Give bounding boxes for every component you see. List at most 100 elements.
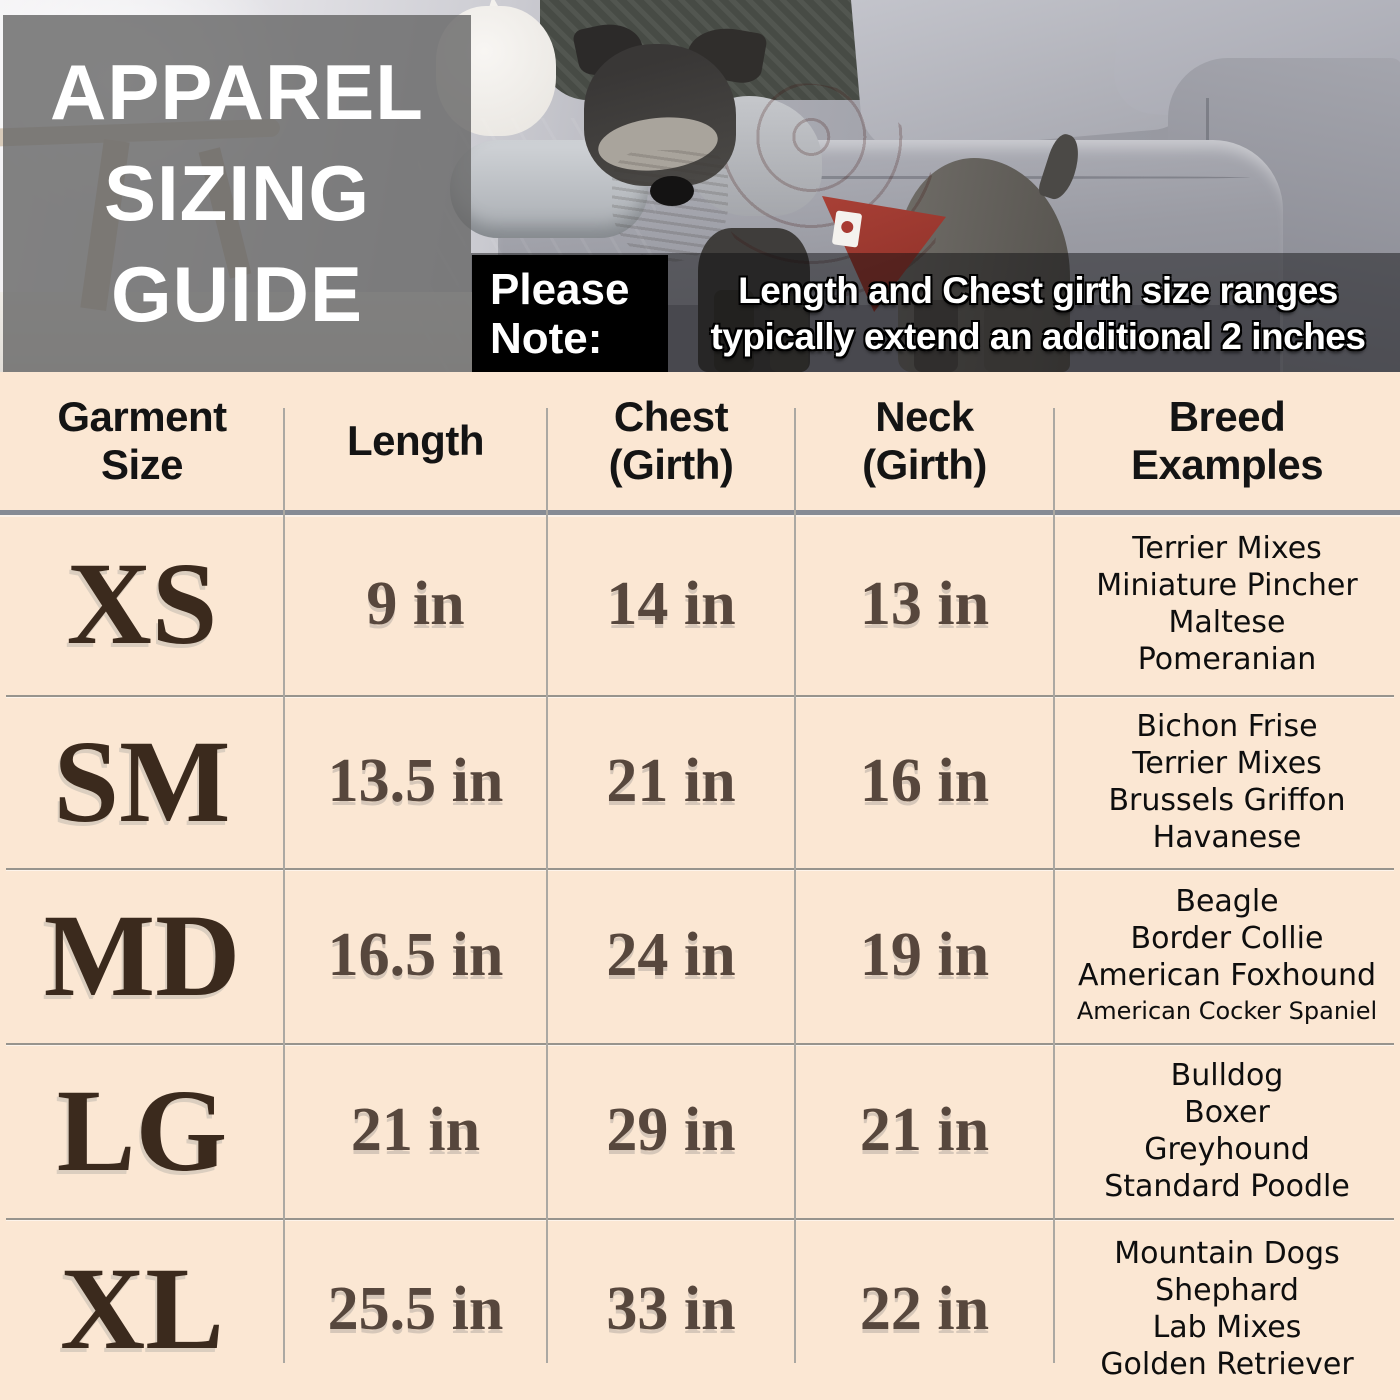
column-divider-line bbox=[283, 408, 285, 1363]
header-text: Size bbox=[100, 441, 184, 488]
schnauzer-leg-illustration bbox=[770, 296, 808, 372]
row-divider-line bbox=[6, 695, 1394, 697]
header-length: Length bbox=[284, 372, 547, 510]
length-value: 21 in bbox=[350, 1096, 481, 1164]
neck-cell: 19 in bbox=[795, 868, 1054, 1043]
chest-cell: 14 in bbox=[547, 513, 795, 695]
vest-tag-illustration bbox=[831, 210, 863, 248]
length-cell: 13.5 in bbox=[284, 695, 547, 868]
breed-example: Miniature Pincher bbox=[1096, 568, 1358, 603]
column-divider-line bbox=[1053, 408, 1055, 1363]
breed-example: Terrier Mixes bbox=[1132, 531, 1322, 566]
breed-examples-cell: Bulldog Boxer Greyhound Standard Poodle bbox=[1054, 1043, 1400, 1218]
table-row-xl: XL 25.5 in 33 in 22 in Mountain Dogs She… bbox=[0, 1218, 1400, 1400]
note-text-line: Length and Chest girth size ranges bbox=[738, 269, 1338, 311]
page-title-line: APPAREL bbox=[50, 48, 424, 136]
row-divider-line bbox=[6, 1043, 1394, 1045]
header-text: (Girth) bbox=[862, 441, 987, 488]
breed-example: Shephard bbox=[1155, 1273, 1299, 1308]
breed-example: American Foxhound bbox=[1077, 958, 1377, 993]
chest-value: 29 in bbox=[606, 1096, 736, 1164]
breed-examples-cell: Terrier Mixes Miniature Pincher Maltese … bbox=[1054, 513, 1400, 695]
size-label: SM bbox=[53, 715, 231, 847]
neck-cell: 13 in bbox=[795, 513, 1054, 695]
neck-cell: 21 in bbox=[795, 1043, 1054, 1218]
neck-value: 21 in bbox=[859, 1096, 990, 1164]
size-cell: XL bbox=[0, 1218, 284, 1400]
please-note-label: Please Note: bbox=[472, 255, 668, 372]
length-value: 9 in bbox=[366, 569, 465, 638]
sizing-table: Garment Size Length Chest (Girth) Neck (… bbox=[0, 372, 1400, 1400]
length-value: 16.5 in bbox=[327, 921, 504, 989]
size-cell: LG bbox=[0, 1043, 284, 1218]
size-label: XL bbox=[60, 1243, 224, 1374]
schnauzer-leg-illustration bbox=[714, 290, 754, 372]
neck-cell: 22 in bbox=[795, 1218, 1054, 1400]
chest-value: 33 in bbox=[606, 1274, 736, 1343]
header-text: Breed bbox=[1168, 393, 1286, 440]
table-row-md: MD 16.5 in 24 in 19 in Beagle Border Col… bbox=[0, 868, 1400, 1043]
breed-example: Terrier Mixes bbox=[1132, 745, 1322, 781]
schnauzer-leg-illustration bbox=[984, 306, 1030, 372]
breed-example: Golden Retriever bbox=[1100, 1347, 1354, 1382]
chest-value: 14 in bbox=[606, 569, 736, 638]
breed-example: Greyhound bbox=[1144, 1131, 1310, 1167]
header-breed-examples: Breed Examples bbox=[1054, 372, 1400, 510]
breed-example: Havanese bbox=[1152, 819, 1302, 855]
page-title-line: GUIDE bbox=[110, 250, 364, 338]
breed-example: Lab Mixes bbox=[1152, 1310, 1302, 1345]
breed-example: Maltese bbox=[1168, 605, 1286, 640]
chest-cell: 33 in bbox=[547, 1218, 795, 1400]
chest-cell: 21 in bbox=[547, 695, 795, 868]
size-label: XS bbox=[66, 538, 218, 669]
breed-example: Mountain Dogs bbox=[1114, 1236, 1340, 1271]
header-text: Neck bbox=[875, 393, 974, 440]
length-cell: 9 in bbox=[284, 513, 547, 695]
length-value: 13.5 in bbox=[327, 747, 504, 815]
chest-cell: 24 in bbox=[547, 868, 795, 1043]
breed-example: Bichon Frise bbox=[1136, 708, 1318, 744]
neck-value: 16 in bbox=[859, 747, 990, 815]
breed-example: Border Collie bbox=[1130, 921, 1324, 956]
neck-cell: 16 in bbox=[795, 695, 1054, 868]
chest-cell: 29 in bbox=[547, 1043, 795, 1218]
chest-value: 24 in bbox=[606, 921, 736, 989]
header-text: Garment bbox=[57, 393, 227, 440]
length-cell: 21 in bbox=[284, 1043, 547, 1218]
schnauzer-nose-illustration bbox=[650, 176, 694, 206]
table-row-lg: LG 21 in 29 in 21 in Bulldog Boxer Greyh… bbox=[0, 1043, 1400, 1218]
breed-example: Beagle bbox=[1175, 884, 1279, 919]
breed-example: Pomeranian bbox=[1137, 642, 1317, 677]
breed-examples-cell: Bichon Frise Terrier Mixes Brussels Grif… bbox=[1054, 695, 1400, 868]
breed-example: Boxer bbox=[1184, 1094, 1270, 1130]
neck-value: 13 in bbox=[859, 569, 990, 638]
size-label: MD bbox=[43, 889, 241, 1021]
breed-examples-cell: Mountain Dogs Shephard Lab Mixes Golden … bbox=[1054, 1218, 1400, 1400]
please-note-line: Please bbox=[490, 264, 630, 314]
row-divider-line bbox=[6, 1218, 1394, 1220]
breed-example: Bulldog bbox=[1170, 1057, 1284, 1093]
length-value: 25.5 in bbox=[327, 1274, 504, 1343]
column-divider-line bbox=[794, 408, 796, 1363]
schnauzer-leg-illustration bbox=[914, 300, 958, 372]
breed-example: Standard Poodle bbox=[1104, 1168, 1350, 1204]
header-text: (Girth) bbox=[608, 441, 734, 488]
header-garment-size: Garment Size bbox=[0, 372, 284, 510]
header-text: Chest bbox=[613, 393, 729, 440]
size-label: LG bbox=[56, 1064, 228, 1196]
header-text: Length bbox=[347, 417, 484, 464]
breed-example: American Cocker Spaniel bbox=[1076, 997, 1378, 1025]
size-cell: MD bbox=[0, 868, 284, 1043]
header-divider-line bbox=[0, 510, 1400, 515]
page-title-line: SIZING bbox=[103, 149, 370, 237]
please-note-line: Note: bbox=[490, 313, 603, 363]
table-row-xs: XS 9 in 14 in 13 in Terrier Mixes Miniat… bbox=[0, 513, 1400, 695]
row-divider-line bbox=[6, 868, 1394, 870]
neck-value: 22 in bbox=[859, 1274, 990, 1343]
header-chest-girth: Chest (Girth) bbox=[547, 372, 795, 510]
title-overlay: APPAREL SIZING GUIDE bbox=[3, 15, 471, 372]
breed-example: Brussels Griffon bbox=[1108, 782, 1346, 818]
size-cell: SM bbox=[0, 695, 284, 868]
header-text: Examples bbox=[1130, 441, 1324, 488]
schnauzer-beard-illustration bbox=[612, 150, 728, 262]
